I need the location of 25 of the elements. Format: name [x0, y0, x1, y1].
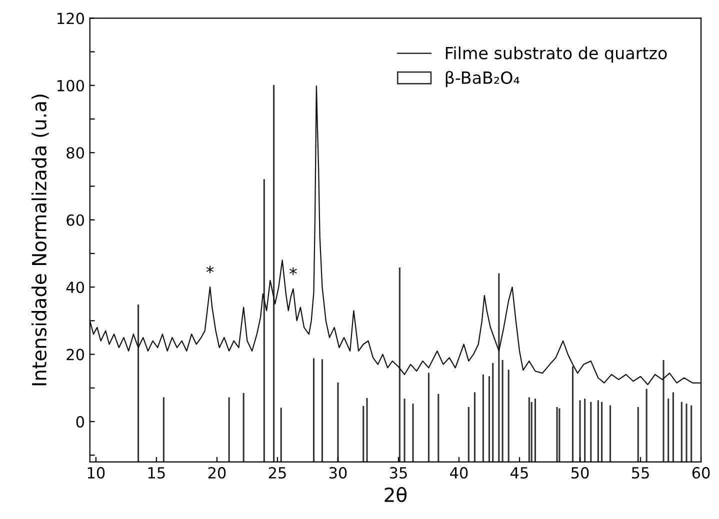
legend-label: Filme substrato de quartzo [446, 46, 667, 63]
annotation: * [290, 267, 297, 275]
annotation: * [206, 266, 214, 274]
x-tick-label: 20 [208, 467, 226, 479]
legend-label: β-BaB₂O₄ [446, 70, 520, 88]
y-tick-label: 20 [66, 348, 84, 360]
y-tick-label: 120 [58, 12, 84, 24]
x-tick-label: 55 [632, 467, 649, 479]
y-tick-label: 40 [66, 282, 84, 294]
y-axis-title: Intensidade Normalizada (u.a) [31, 94, 49, 386]
x-tick-label: 40 [450, 467, 468, 479]
x-tick-label: 45 [510, 467, 528, 479]
x-tick-label: 35 [390, 467, 407, 479]
y-tick-label: 0 [76, 416, 84, 428]
y-tick-label: 100 [58, 80, 84, 92]
x-tick-label: 25 [268, 467, 286, 479]
x-tick-label: 30 [329, 467, 347, 479]
y-tick-label: 80 [66, 147, 84, 159]
y-tick-label: 60 [66, 214, 84, 226]
x-tick-label: 10 [88, 467, 105, 479]
x-tick-label: 60 [692, 467, 710, 479]
x-tick-label: 50 [571, 467, 589, 479]
x-axis-title: 2θ [384, 486, 407, 502]
x-tick-label: 15 [148, 467, 165, 479]
line-series [90, 86, 702, 386]
